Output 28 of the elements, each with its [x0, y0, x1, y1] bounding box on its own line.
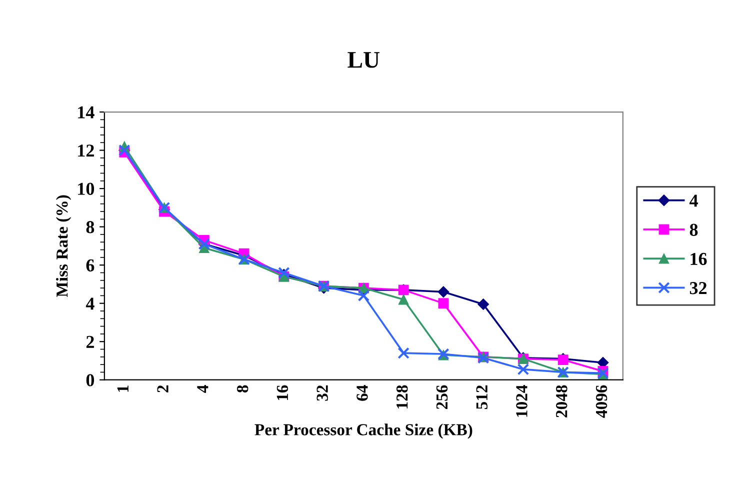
x-tick-label: 2 — [157, 385, 168, 392]
x-tick-label: 64 — [356, 385, 368, 401]
x-tick-label: 8 — [236, 385, 248, 392]
legend-label: 32 — [690, 282, 707, 294]
legend-label: 16 — [690, 252, 707, 266]
y-tick-label: 8 — [86, 221, 94, 234]
y-tick-label: 6 — [86, 259, 94, 272]
legend-label: 4 — [690, 194, 698, 207]
x-axis-title: Per Processor Cache Size (KB) — [254, 424, 472, 439]
y-tick-label: 0 — [86, 374, 94, 386]
x-tick-label: 1 — [117, 386, 128, 392]
x-tick-label: 32 — [316, 385, 328, 401]
y-tick-label: 10 — [78, 182, 94, 195]
x-tick-label: 4 — [197, 385, 208, 393]
x-tick-label: 512 — [476, 385, 488, 410]
x-tick-label: 1024 — [516, 385, 528, 417]
y-tick-label: 12 — [78, 144, 94, 157]
x-tick-label: 4096 — [596, 385, 608, 418]
chart-title: LU — [348, 52, 380, 68]
y-tick-label: 2 — [86, 336, 94, 348]
y-tick-label: 14 — [78, 106, 94, 118]
x-tick-label: 16 — [276, 385, 288, 400]
y-tick-label: 4 — [86, 298, 94, 310]
x-tick-label: 2048 — [556, 385, 568, 418]
x-tick-label: 128 — [396, 385, 408, 408]
x-tick-label: 256 — [436, 385, 448, 410]
y-axis-title: Miss Rate (%) — [56, 195, 72, 298]
legend-label: 8 — [690, 224, 698, 236]
